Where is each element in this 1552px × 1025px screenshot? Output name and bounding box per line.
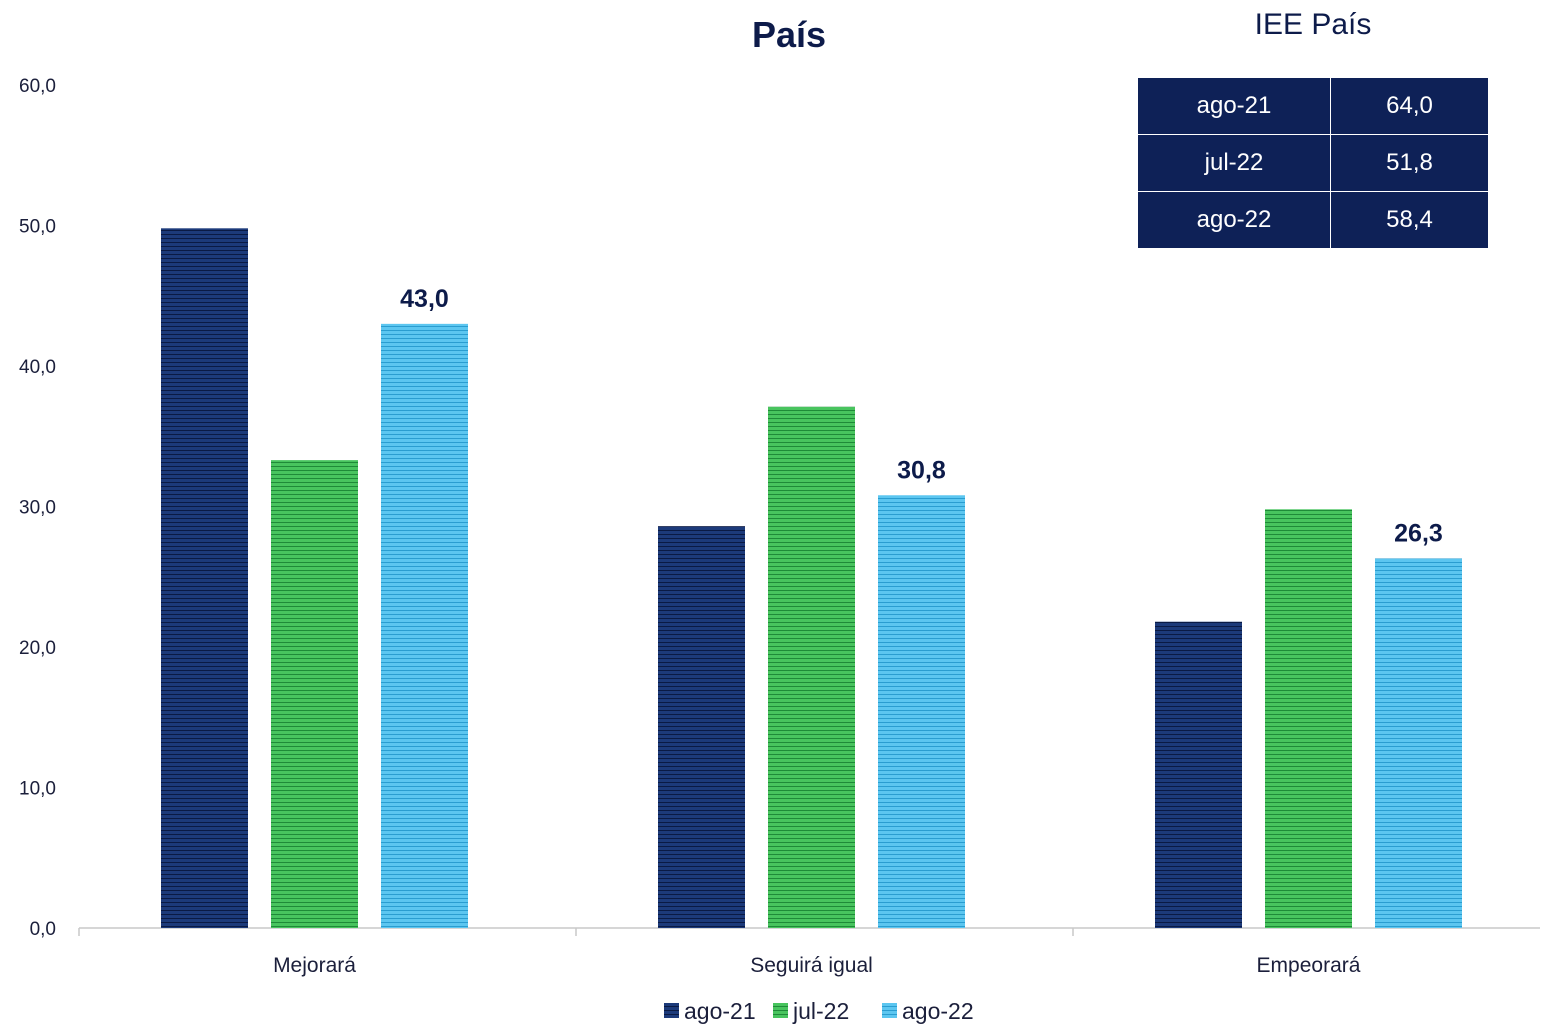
legend-swatch xyxy=(773,1003,788,1018)
bar-jul-22 xyxy=(768,406,855,928)
iee-value-cell: 51,8 xyxy=(1330,134,1489,192)
bar-ago-21 xyxy=(658,526,745,928)
data-label: 30,8 xyxy=(897,456,946,484)
table-row: ago-21 64,0 xyxy=(1137,77,1489,135)
bar-ago-22 xyxy=(1375,558,1462,928)
table-row: jul-22 51,8 xyxy=(1137,134,1489,192)
legend-swatch xyxy=(664,1003,679,1018)
y-tick-label: 50,0 xyxy=(19,217,56,238)
bar-ago-22 xyxy=(381,323,468,929)
data-label: 43,0 xyxy=(400,285,449,313)
x-tick-label: Mejorará xyxy=(273,954,356,977)
legend-item: jul-22 xyxy=(792,998,849,1024)
y-tick-label: 60,0 xyxy=(19,76,56,97)
x-tick-label: Seguirá igual xyxy=(750,954,873,977)
chart-title: País xyxy=(752,14,826,55)
iee-value-cell: 58,4 xyxy=(1330,191,1489,249)
legend: ago-21 jul-22 ago-22 xyxy=(664,998,974,1024)
bar-jul-22 xyxy=(1265,509,1352,928)
bar-jul-22 xyxy=(271,460,358,928)
y-tick-label: 10,0 xyxy=(19,779,56,800)
iee-table-title: IEE País xyxy=(1254,8,1372,41)
y-tick-label: 40,0 xyxy=(19,357,56,378)
bar-ago-21 xyxy=(1155,621,1242,928)
iee-period-cell: ago-21 xyxy=(1137,77,1331,135)
x-tick-label: Empeorará xyxy=(1257,954,1361,977)
bar-ago-22 xyxy=(878,495,965,928)
bar-ago-21 xyxy=(161,228,248,928)
iee-table: ago-21 64,0 jul-22 51,8 ago-22 58,4 xyxy=(1137,77,1489,249)
legend-item: ago-21 xyxy=(684,998,756,1024)
y-tick-label: 20,0 xyxy=(19,638,56,659)
iee-period-cell: jul-22 xyxy=(1137,134,1331,192)
x-axis: Mejorará Seguirá igual Empeorará xyxy=(273,954,1361,977)
x-axis-ticks xyxy=(78,928,1074,936)
y-tick-label: 0,0 xyxy=(30,919,56,940)
data-labels: 43,0 30,8 26,3 xyxy=(400,285,1443,548)
legend-swatch xyxy=(882,1003,897,1018)
y-tick-label: 30,0 xyxy=(19,498,56,519)
y-axis: 0,0 10,0 20,0 30,0 40,0 50,0 60,0 xyxy=(19,76,56,940)
iee-value-cell: 64,0 xyxy=(1330,77,1489,135)
iee-period-cell: ago-22 xyxy=(1137,191,1331,249)
bars xyxy=(161,228,1462,929)
table-row: ago-22 58,4 xyxy=(1137,191,1489,249)
legend-item: ago-22 xyxy=(902,998,974,1024)
data-label: 26,3 xyxy=(1394,519,1443,547)
